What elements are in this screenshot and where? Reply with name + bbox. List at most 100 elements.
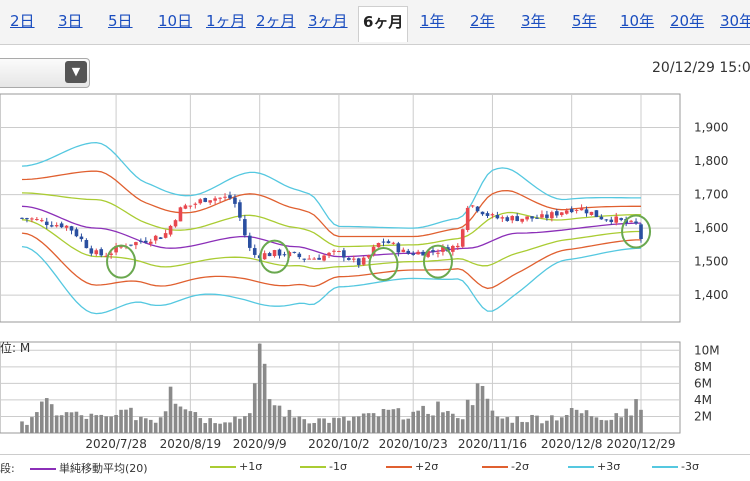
- price-grid: [0, 93, 681, 323]
- tab-1[interactable]: 3日: [58, 12, 83, 30]
- candle-body: [550, 212, 554, 219]
- legend-item-5: +3σ: [568, 460, 620, 473]
- candle-body: [356, 258, 361, 265]
- candle-body: [193, 203, 198, 205]
- candle-body: [40, 220, 44, 222]
- volume-bar: [267, 399, 272, 433]
- minus-1-sigma-line: [21, 219, 641, 270]
- volume-bar: [168, 386, 173, 433]
- candle-body: [361, 257, 366, 265]
- volume-bar: [559, 417, 564, 433]
- volume-bar: [604, 420, 609, 433]
- volume-bar: [332, 417, 336, 433]
- candle-body: [317, 257, 321, 260]
- volume-bar: [20, 421, 24, 433]
- volume-bar: [564, 415, 569, 433]
- legend-label: 単純移動平均(20): [59, 462, 148, 475]
- candle-body: [129, 244, 133, 246]
- sma20-line: [21, 205, 641, 258]
- volume-bar: [218, 423, 222, 433]
- candle-body: [371, 246, 376, 255]
- volume-bar: [223, 422, 227, 433]
- volume-bar: [609, 419, 614, 433]
- tab-10[interactable]: 3年: [521, 12, 546, 30]
- candle-body: [366, 255, 371, 258]
- price-axis: 1,400 1,500 1,600 1,700 1,800 1,900: [694, 121, 728, 303]
- volume-bar: [54, 415, 59, 433]
- tab-6[interactable]: 3ヶ月: [308, 12, 348, 30]
- volume-bar: [455, 418, 460, 433]
- candle-body: [84, 240, 89, 249]
- candle-body: [332, 250, 336, 252]
- volume-bar: [297, 416, 302, 433]
- tab-11[interactable]: 5年: [572, 12, 597, 30]
- price-tick-label: 1,800: [694, 154, 728, 168]
- volume-bar: [396, 408, 401, 433]
- tab-7[interactable]: 6ヶ月: [358, 6, 409, 42]
- tab-12[interactable]: 10年: [620, 12, 655, 30]
- volume-tick-label: 4M: [694, 393, 712, 407]
- candle-body: [564, 210, 569, 214]
- volume-bar: [243, 416, 247, 433]
- minus-2-sigma-line: [21, 232, 641, 290]
- volume-bar: [574, 409, 579, 433]
- candle-body: [89, 248, 94, 254]
- tab-4[interactable]: 1ヶ月: [206, 12, 246, 30]
- legend-label: -1σ: [329, 460, 347, 473]
- volume-bar: [129, 407, 133, 433]
- legend-label: +3σ: [597, 460, 621, 473]
- date-tick-label: 2020/10/23: [379, 437, 448, 451]
- volume-bar: [347, 420, 351, 433]
- candle-body: [594, 210, 599, 217]
- candle-body: [228, 195, 232, 199]
- volume-bar: [639, 409, 643, 433]
- volume-bar: [317, 418, 321, 433]
- plus-1-sigma-line: [21, 192, 641, 248]
- volume-axis: 2M 4M 6M 8M 10M: [694, 343, 720, 423]
- volume-bar: [431, 415, 435, 433]
- chevron-down-icon[interactable]: ▼: [65, 61, 87, 83]
- candle-body: [490, 214, 495, 216]
- candle-body: [64, 225, 69, 228]
- candle-body: [158, 237, 163, 239]
- volume-bar: [480, 385, 485, 433]
- candle-body: [540, 214, 544, 218]
- candle-body: [525, 216, 529, 220]
- tab-0[interactable]: 2日: [10, 12, 35, 30]
- legend-item-0: 単純移動平均(20): [30, 460, 148, 476]
- date-tick-label: 2020/8/19: [160, 437, 222, 451]
- candle-body: [421, 251, 425, 256]
- candle-body: [49, 225, 54, 227]
- candle-body: [54, 225, 59, 227]
- candle-body: [337, 251, 341, 253]
- plus-3-sigma-line: [21, 141, 641, 229]
- volume-bar: [25, 424, 29, 433]
- volume-bar: [470, 405, 475, 433]
- tab-13[interactable]: 20年: [670, 12, 705, 30]
- tab-9[interactable]: 2年: [470, 12, 495, 30]
- volume-bar: [337, 418, 341, 433]
- chart-type-dropdown[interactable]: ▼: [0, 58, 90, 88]
- volume-bar: [386, 409, 391, 433]
- volume-bar: [381, 408, 386, 433]
- tab-5[interactable]: 2ヶ月: [256, 12, 296, 30]
- volume-bar: [342, 416, 346, 433]
- candle-body: [376, 242, 381, 248]
- candle-body: [609, 219, 614, 223]
- candle-body: [20, 217, 24, 219]
- volume-bar: [436, 401, 440, 433]
- candle-body: [134, 242, 138, 246]
- volume-bars: [20, 343, 643, 433]
- candle-body: [208, 200, 212, 203]
- candle-body: [495, 215, 500, 219]
- tab-8[interactable]: 1年: [420, 12, 445, 30]
- candle-body: [233, 197, 237, 204]
- candle-body: [386, 241, 391, 244]
- tab-14[interactable]: 30年: [720, 12, 750, 30]
- tab-3[interactable]: 10日: [158, 12, 193, 30]
- candle-body: [168, 225, 173, 235]
- tab-2[interactable]: 5日: [108, 12, 133, 30]
- volume-bar: [515, 416, 519, 433]
- volume-bar: [134, 420, 138, 433]
- volume-bar: [178, 406, 183, 433]
